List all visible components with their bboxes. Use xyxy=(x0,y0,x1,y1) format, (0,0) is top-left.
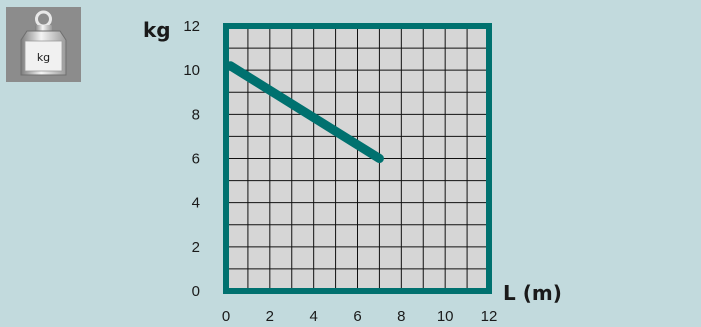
x-tick-label: 2 xyxy=(266,308,274,325)
y-tick-label: 2 xyxy=(192,239,200,256)
grid xyxy=(226,26,489,291)
x-tick-label: 10 xyxy=(437,308,454,325)
plot-frame xyxy=(223,23,492,294)
y-axis-ticks: 0 2 4 6 8 10 12 xyxy=(183,18,200,300)
weight-icon-tile: kg xyxy=(6,7,81,82)
y-tick-label: 8 xyxy=(192,106,200,123)
x-tick-label: 12 xyxy=(481,308,498,325)
x-axis-ticks: 0 2 4 6 8 10 12 xyxy=(222,308,498,325)
x-tick-label: 0 xyxy=(222,308,230,325)
x-tick-label: 8 xyxy=(397,308,405,325)
y-tick-label: 6 xyxy=(192,151,200,168)
y-tick-label: 10 xyxy=(183,62,200,79)
plot-border xyxy=(223,23,492,294)
x-axis-title: L (m) xyxy=(503,281,562,305)
y-axis-title: kg xyxy=(143,18,171,42)
y-tick-label: 4 xyxy=(192,195,200,212)
data-line-1 xyxy=(225,61,384,163)
weight-icon: kg xyxy=(20,10,67,76)
x-tick-label: 6 xyxy=(353,308,361,325)
series-layer xyxy=(225,61,384,163)
x-tick-label: 4 xyxy=(309,308,317,325)
y-tick-label: 12 xyxy=(183,18,200,35)
weight-unit-label: kg xyxy=(37,51,50,64)
y-tick-label: 0 xyxy=(192,283,200,300)
